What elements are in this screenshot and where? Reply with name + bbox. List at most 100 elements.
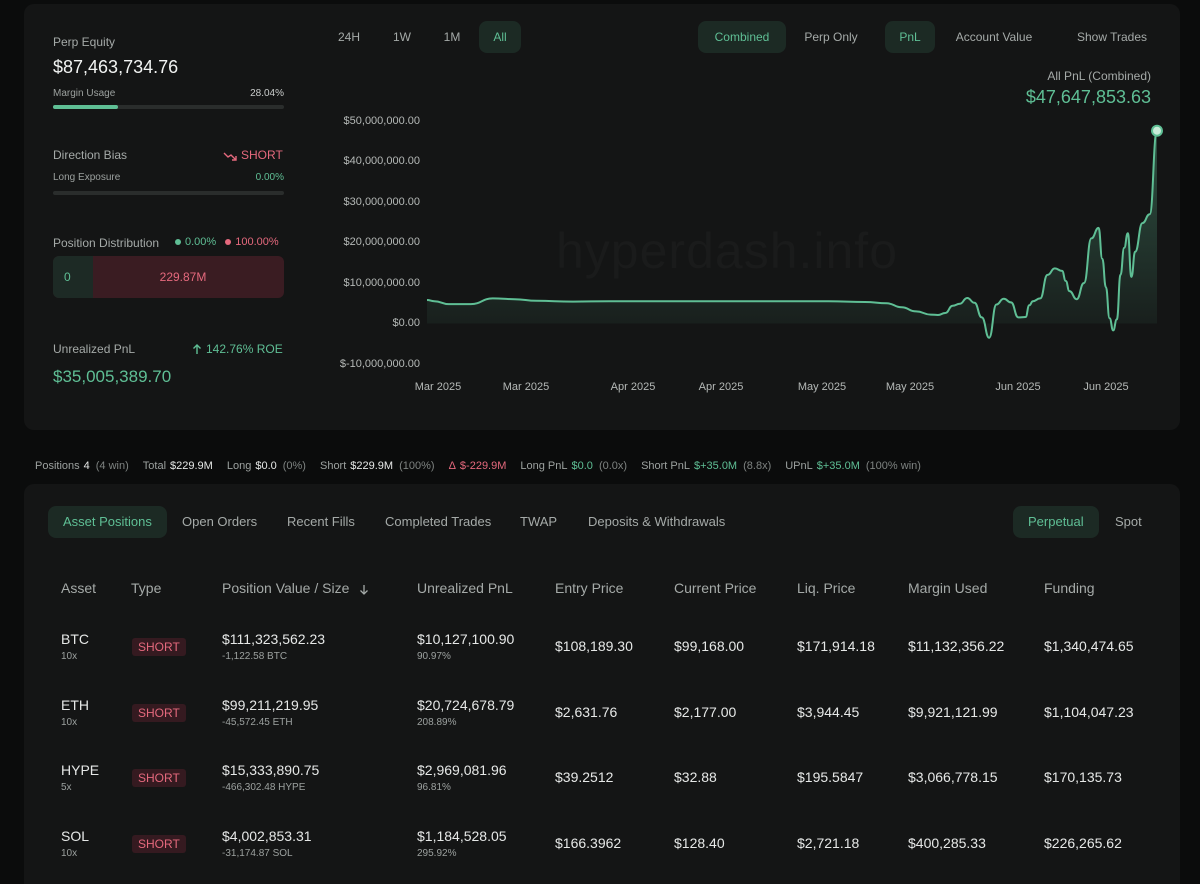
row-unrealized-pnl-pct: 208.89% — [417, 717, 457, 728]
row-position-size: -466,302.48 HYPE — [222, 782, 306, 793]
long-exposure-label: Long Exposure — [53, 172, 121, 183]
column-header-funding[interactable]: Funding — [1044, 580, 1095, 596]
row-current-price: $32.88 — [674, 769, 717, 785]
column-header-asset[interactable]: Asset — [61, 580, 97, 596]
unrealized-pnl-label: Unrealized PnL — [53, 342, 136, 356]
roe-value: 142.76% ROE — [206, 342, 283, 356]
row-asset[interactable]: ETH — [61, 697, 89, 713]
tab-deposits-withdrawals[interactable]: Deposits & Withdrawals — [588, 514, 726, 529]
row-unrealized-pnl-pct: 295.92% — [417, 848, 457, 859]
range-24h-button[interactable]: 24H — [337, 30, 360, 44]
column-header-liq-price[interactable]: Liq. Price — [797, 580, 856, 596]
row-asset[interactable]: BTC — [61, 631, 89, 647]
chart-total-value: $47,647,853.63 — [1025, 87, 1151, 107]
pnl-latest-point[interactable] — [1151, 124, 1163, 137]
tab-completed-trades[interactable]: Completed Trades — [385, 514, 492, 529]
summary-long-pnl-value: $0.0 — [571, 460, 593, 472]
row-unrealized-pnl: $20,724,678.79 — [417, 697, 515, 713]
summary-long-pnl-label: Long PnL — [520, 460, 568, 472]
arrow-down-icon — [360, 584, 369, 595]
row-funding: $1,340,474.65 — [1044, 638, 1134, 654]
x-tick: May 2025 — [797, 381, 847, 393]
column-header-position-value[interactable]: Position Value / Size — [222, 580, 369, 596]
x-tick: May 2025 — [885, 381, 935, 393]
range-all-button[interactable]: All — [479, 21, 521, 53]
short-dot-icon — [225, 239, 232, 246]
row-liq-price: $171,914.18 — [797, 638, 875, 654]
row-liq-price: $2,721.18 — [797, 835, 860, 851]
row-unrealized-pnl: $1,184,528.05 — [417, 828, 507, 844]
row-entry-price: $2,631.76 — [555, 704, 618, 720]
summary-short-pnl-value: $+35.0M — [693, 460, 738, 472]
tab-spot[interactable]: Spot — [1115, 514, 1142, 529]
margin-usage-bar-fill — [53, 105, 118, 109]
dist-long-pct: 0.00% — [185, 236, 217, 248]
x-tick: Apr 2025 — [698, 381, 744, 393]
column-header-margin-used[interactable]: Margin Used — [908, 580, 988, 596]
dist-long-value: 0 — [64, 270, 71, 284]
range-1w-button[interactable]: 1W — [393, 30, 411, 44]
summary-short-value: $229.9M — [350, 460, 394, 472]
row-asset[interactable]: SOL — [61, 828, 90, 844]
x-tick: Jun 2025 — [995, 381, 1041, 393]
row-margin-used: $9,921,121.99 — [908, 704, 998, 720]
row-position-value: $15,333,890.75 — [222, 762, 320, 778]
row-type-badge: SHORT — [132, 704, 186, 722]
long-exposure-value: 0.00% — [255, 172, 284, 183]
x-tick: Mar 2025 — [414, 381, 462, 393]
summary-long-label: Long — [226, 460, 252, 472]
tab-recent-fills[interactable]: Recent Fills — [287, 514, 355, 529]
column-header-current-price[interactable]: Current Price — [674, 580, 757, 596]
row-entry-price: $39.2512 — [555, 769, 614, 785]
row-leverage: 10x — [61, 651, 78, 662]
margin-usage-label: Margin Usage — [53, 88, 116, 99]
tab-open-orders[interactable]: Open Orders — [182, 514, 258, 529]
row-funding: $170,135.73 — [1044, 769, 1122, 785]
show-trades-button[interactable]: Show Trades — [1076, 30, 1148, 44]
positions-summary: Positions 4 (4 win) Total $229.9M Long $… — [24, 452, 1180, 480]
row-unrealized-pnl: $2,969,081.96 — [417, 762, 507, 778]
row-current-price: $128.40 — [674, 835, 725, 851]
column-header-unrealized-pnl[interactable]: Unrealized PnL — [417, 580, 513, 596]
pnl-chart[interactable] — [0, 0, 1200, 440]
row-funding: $1,104,047.23 — [1044, 704, 1134, 720]
perp-equity-label: Perp Equity — [53, 35, 116, 49]
row-margin-used: $3,066,778.15 — [908, 769, 998, 785]
row-leverage: 10x — [61, 848, 78, 859]
account-value-button[interactable]: Account Value — [955, 30, 1033, 44]
row-position-value: $99,211,219.95 — [222, 697, 319, 713]
y-tick: $-10,000,000.00 — [339, 358, 420, 370]
summary-delta-value: $-229.9M — [459, 460, 507, 472]
summary-positions-count: 4 — [83, 460, 90, 472]
margin-usage-value: 28.04% — [250, 88, 284, 99]
pnl-line — [426, 129, 1158, 339]
position-distribution-legend: 0.00% 100.00% — [175, 236, 279, 248]
summary-upnl-note: (100% win) — [865, 460, 921, 472]
watermark: hyperdash.info — [556, 223, 899, 279]
row-type-badge: SHORT — [132, 769, 186, 787]
tab-twap[interactable]: TWAP — [520, 514, 558, 529]
combined-button[interactable]: Combined — [698, 21, 786, 53]
summary-short-note: (100%) — [399, 460, 435, 472]
summary-long-note: (0%) — [282, 460, 306, 472]
direction-bias-label: Direction Bias — [53, 148, 128, 162]
summary-short-pnl-note: (8.8x) — [743, 460, 772, 472]
row-current-price: $2,177.00 — [674, 704, 737, 720]
x-tick: Jun 2025 — [1083, 381, 1129, 393]
trend-down-icon — [223, 152, 237, 161]
column-header-type[interactable]: Type — [131, 580, 162, 596]
row-current-price: $99,168.00 — [674, 638, 745, 654]
y-tick: $30,000,000.00 — [343, 196, 420, 208]
row-position-value: $111,323,562.23 — [222, 631, 326, 647]
row-position-size: -31,174.87 SOL — [222, 848, 293, 859]
row-asset[interactable]: HYPE — [61, 762, 100, 778]
row-margin-used: $400,285.33 — [908, 835, 986, 851]
perp-only-button[interactable]: Perp Only — [804, 30, 858, 44]
pnl-button[interactable]: PnL — [885, 21, 935, 53]
range-1m-button[interactable]: 1M — [443, 30, 461, 44]
tab-asset-positions[interactable]: Asset Positions — [48, 506, 167, 538]
column-header-entry-price[interactable]: Entry Price — [555, 580, 624, 596]
tab-perpetual[interactable]: Perpetual — [1013, 506, 1099, 538]
row-position-value: $4,002,853.31 — [222, 828, 312, 844]
row-entry-price: $108,189.30 — [555, 638, 633, 654]
